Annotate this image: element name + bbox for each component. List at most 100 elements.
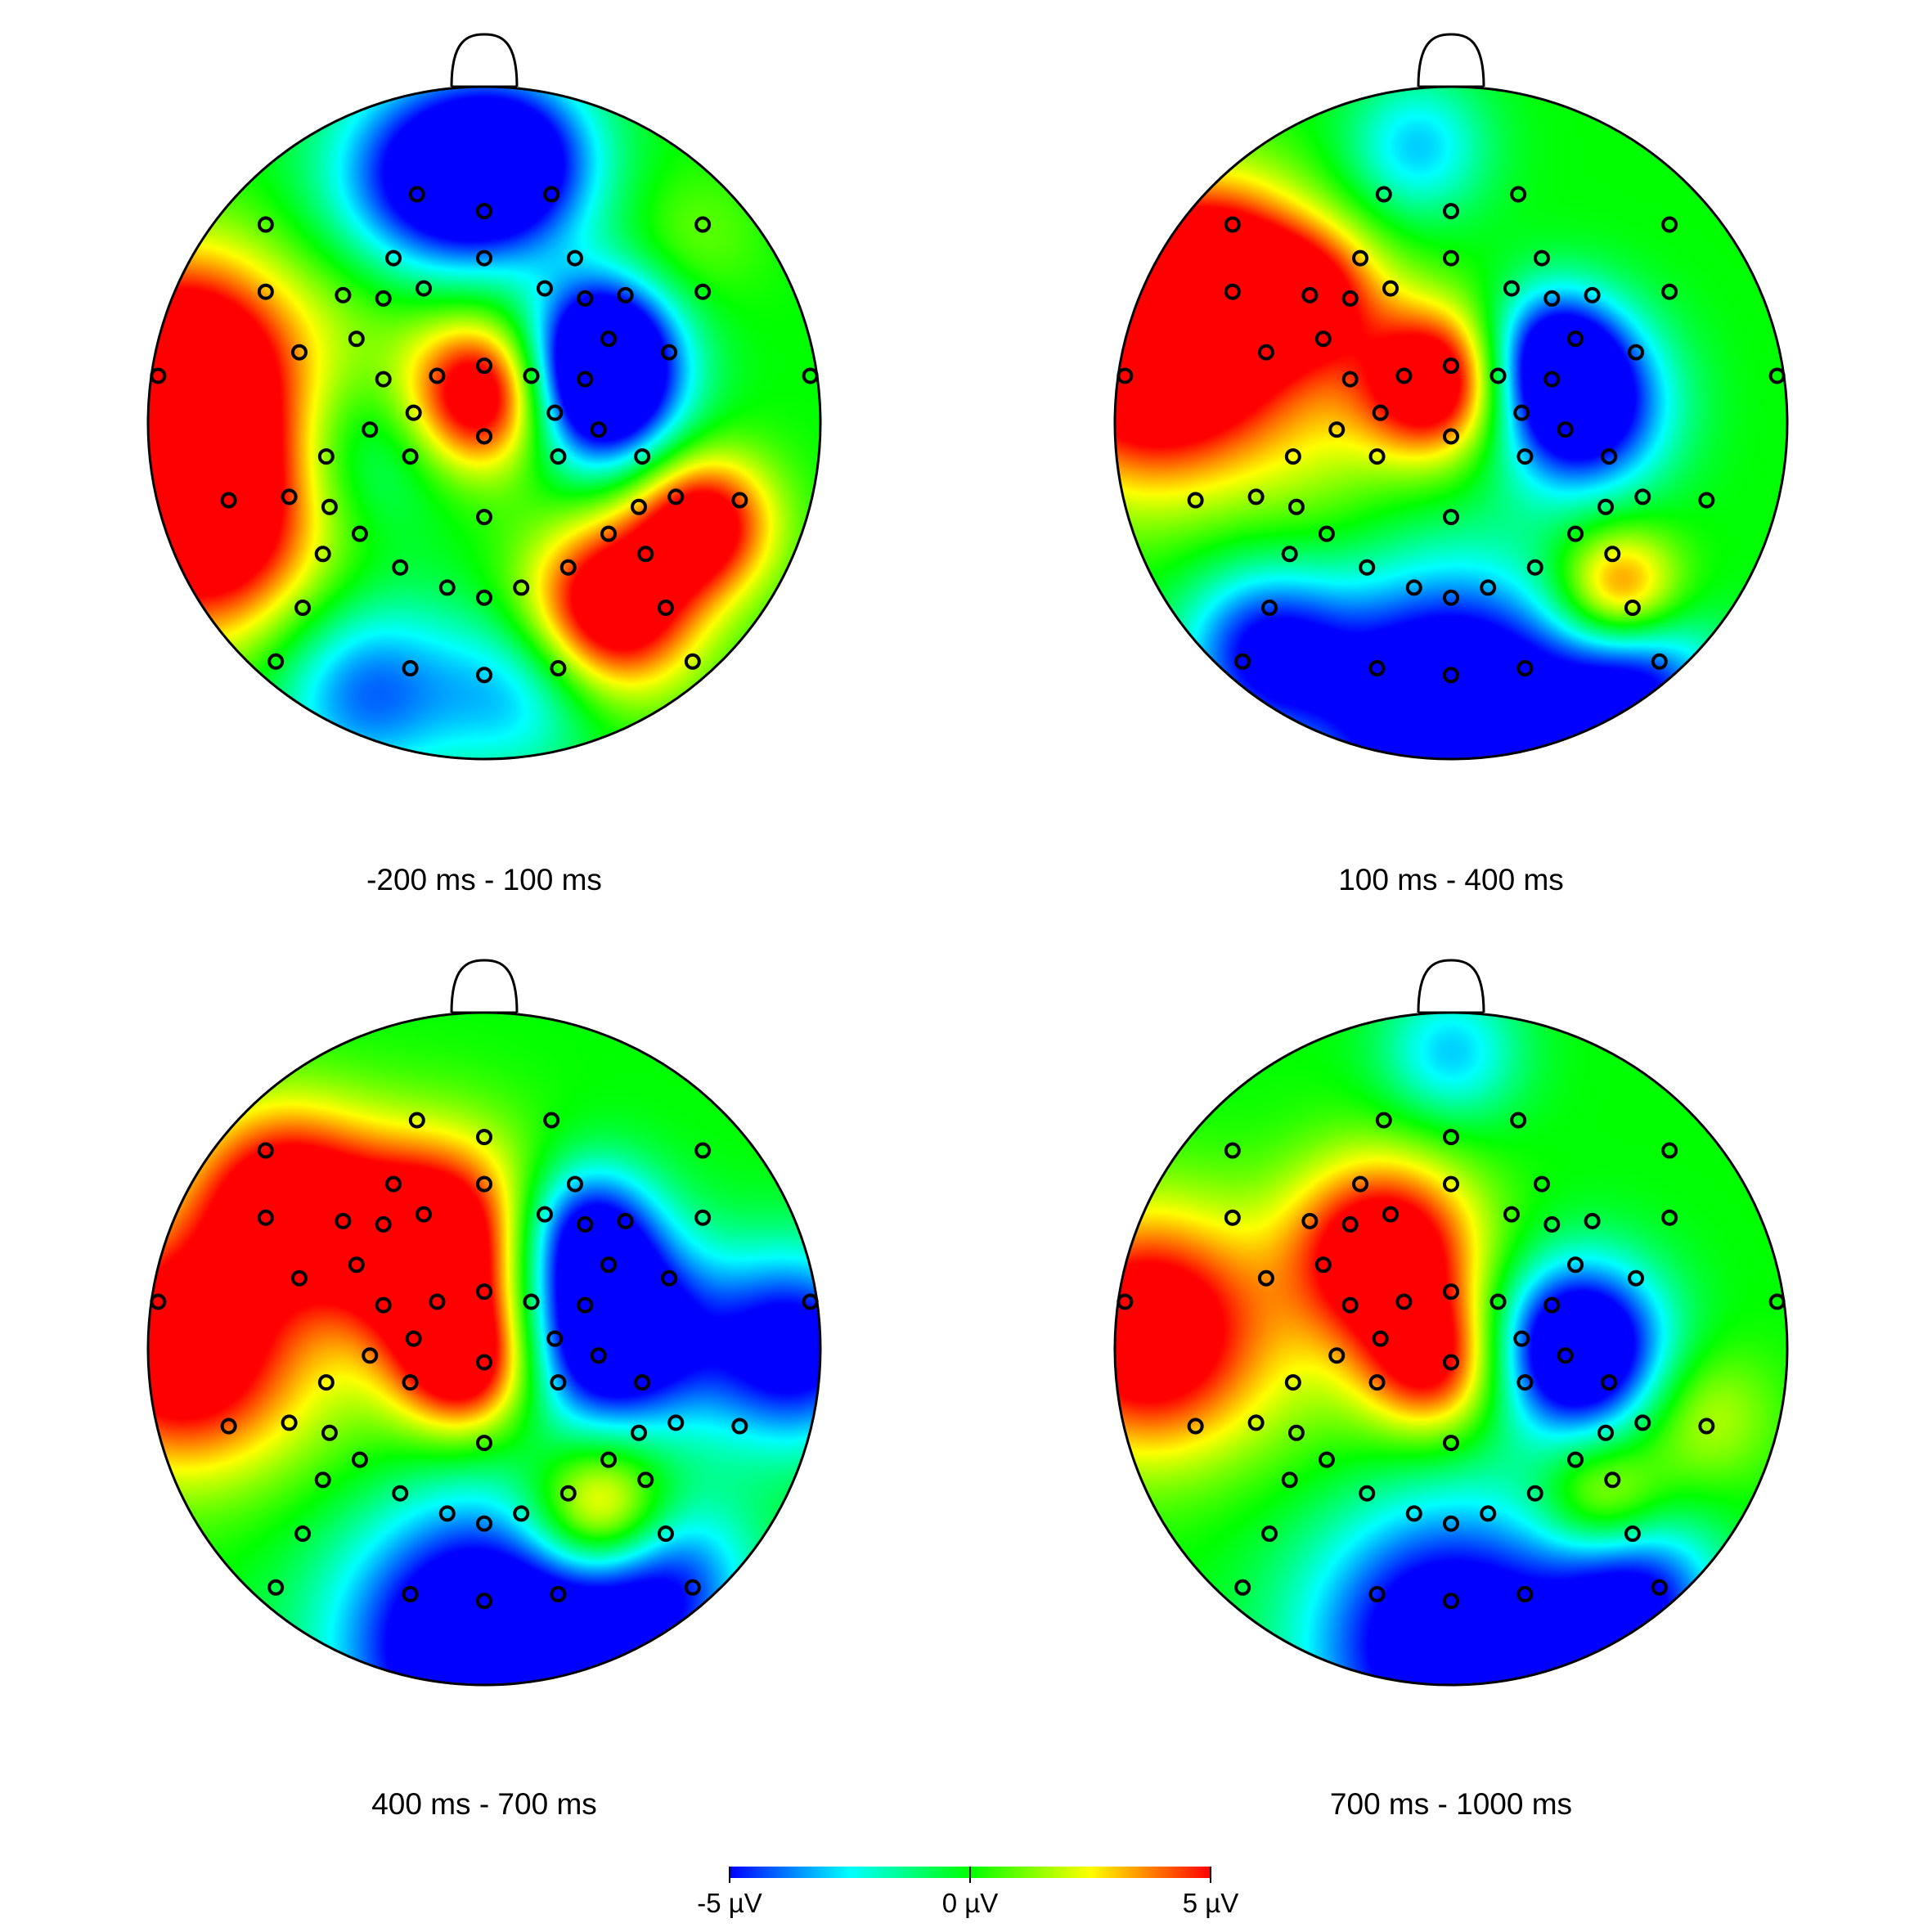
electrode-marker	[1382, 1206, 1400, 1223]
electrode-marker	[1628, 1269, 1645, 1287]
electrode-marker	[1533, 1175, 1550, 1193]
electrode-marker	[1314, 1256, 1332, 1274]
electrode-marker	[1584, 286, 1601, 303]
electrode-marker	[1584, 1212, 1601, 1229]
electrode-marker	[1117, 1293, 1134, 1310]
electrode-marker	[1543, 290, 1561, 307]
electrode-marker	[317, 1374, 335, 1391]
electrode-marker	[429, 367, 446, 384]
electrode-marker	[1513, 1330, 1530, 1347]
electrode-marker	[1281, 546, 1298, 563]
electrode-marker	[476, 509, 492, 526]
electrode-marker	[1405, 579, 1422, 596]
electrode-marker	[550, 660, 567, 677]
electrode-marker	[385, 1175, 402, 1193]
electrode-marker	[577, 1215, 594, 1233]
electrode-marker	[657, 1525, 674, 1543]
electrode-marker	[1352, 1175, 1369, 1193]
electrode-marker	[600, 525, 618, 542]
electrode-marker	[1661, 283, 1678, 300]
electrode-marker	[1604, 1471, 1621, 1489]
electrode-marker	[1661, 1142, 1678, 1159]
electrode-marker	[1516, 1374, 1534, 1391]
topomap-surface	[148, 87, 820, 759]
electrode-marker	[392, 1485, 409, 1502]
colorbar: -5 µV 0 µV 5 µV	[697, 1867, 1238, 1918]
topomap-4-heatmap	[1115, 1013, 1787, 1685]
electrode-marker	[290, 1269, 308, 1287]
electrode-marker	[1234, 1579, 1251, 1596]
electrode-marker	[362, 421, 379, 438]
electrode-marker	[523, 367, 540, 384]
electrode-marker	[402, 448, 419, 465]
electrode-marker	[267, 653, 285, 670]
electrode-marker	[684, 653, 701, 670]
electrode-marker	[476, 1129, 492, 1146]
electrode-marker	[257, 283, 274, 300]
electrode-marker	[1628, 344, 1645, 361]
nose-shape	[450, 959, 519, 1013]
electrode-marker	[416, 280, 433, 297]
colorbar-label-min: -5 µV	[697, 1888, 762, 1918]
electrode-marker	[476, 667, 492, 684]
electrodes-3	[150, 1112, 819, 1610]
electrode-marker	[536, 1206, 553, 1223]
electrode-marker	[1543, 1215, 1561, 1233]
electrode-marker	[1443, 667, 1459, 684]
electrode-marker	[281, 488, 298, 505]
electrode-marker	[694, 1142, 712, 1159]
electrode-marker	[661, 344, 678, 361]
electrode-marker	[617, 1212, 634, 1229]
electrode-marker	[1503, 1206, 1520, 1223]
electrode-marker	[314, 1471, 331, 1489]
electrode-marker	[317, 448, 335, 465]
electrode-marker	[438, 1505, 456, 1522]
electrode-marker	[1543, 1296, 1561, 1314]
electrode-marker	[559, 559, 577, 576]
electrode-marker	[1651, 1579, 1668, 1596]
electrode-marker	[1516, 448, 1534, 465]
electrode-marker	[1698, 1418, 1715, 1435]
electrode-marker	[348, 330, 365, 348]
electrode-marker	[637, 546, 654, 563]
electrode-marker	[1234, 653, 1251, 670]
electrode-marker	[667, 1414, 685, 1431]
electrode-marker	[476, 1515, 492, 1532]
electrode-marker	[559, 1485, 577, 1502]
electrode-marker	[220, 492, 237, 509]
electrode-marker	[1224, 283, 1241, 300]
electrode-marker	[566, 1175, 583, 1193]
electrode-marker	[1328, 421, 1346, 438]
electrode-marker	[1375, 186, 1392, 203]
electrodes-2	[1117, 186, 1786, 684]
electrode-marker	[1368, 448, 1386, 465]
electrode-marker	[1372, 1330, 1389, 1347]
electrode-marker	[590, 421, 607, 438]
electrode-marker	[1651, 653, 1668, 670]
electrode-marker	[1224, 1142, 1241, 1159]
electrode-marker	[1601, 1374, 1618, 1391]
electrode-marker	[1341, 1215, 1359, 1233]
electrode-marker	[294, 600, 312, 617]
electrode-marker	[335, 1212, 352, 1229]
electrode-marker	[1341, 290, 1359, 307]
electrode-marker	[543, 1112, 560, 1129]
topomap-surface	[1115, 1013, 1787, 1685]
electrode-marker	[405, 1330, 422, 1347]
electrode-marker	[1287, 1424, 1305, 1441]
electrode-marker	[362, 1347, 379, 1364]
electrode-marker	[694, 216, 712, 233]
electrode-marker	[1634, 1414, 1651, 1431]
electrode-marker	[476, 1435, 492, 1452]
electrode-marker	[1516, 660, 1534, 677]
electrode-marker	[476, 428, 492, 445]
electrode-marker	[476, 589, 492, 606]
electrode-marker	[637, 1471, 654, 1489]
electrode-marker	[550, 1374, 567, 1391]
electrode-marker	[1510, 1112, 1527, 1129]
electrode-marker	[550, 1586, 567, 1603]
topomap-panel-2: 100 ms - 400 ms	[1113, 33, 1789, 896]
electrode-marker	[1661, 216, 1678, 233]
electrode-marker	[257, 1142, 274, 1159]
